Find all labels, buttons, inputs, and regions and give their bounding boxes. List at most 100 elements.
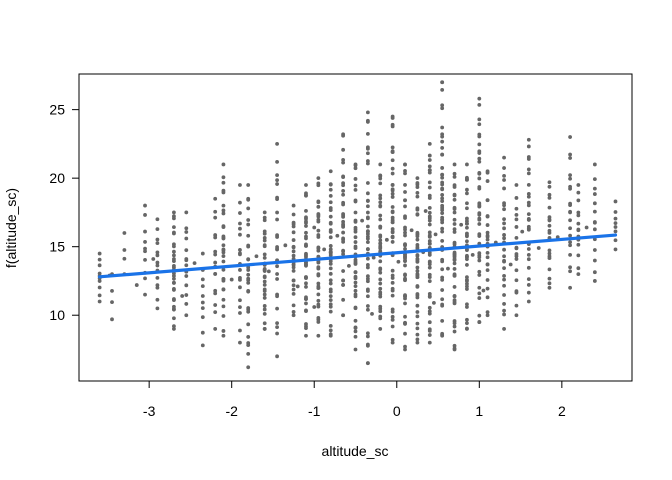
y-axis: 10 15 20 25 bbox=[49, 102, 80, 323]
data-point bbox=[427, 222, 432, 227]
data-point bbox=[485, 179, 490, 183]
data-point bbox=[427, 333, 432, 337]
data-point bbox=[316, 176, 321, 181]
data-point bbox=[403, 233, 407, 238]
data-point bbox=[390, 205, 395, 209]
data-point bbox=[365, 294, 370, 299]
data-point bbox=[122, 256, 127, 261]
data-point bbox=[415, 269, 420, 273]
data-point bbox=[238, 285, 242, 290]
data-point bbox=[440, 199, 445, 204]
data-point bbox=[465, 287, 469, 291]
data-point bbox=[514, 252, 519, 256]
data-point bbox=[477, 151, 482, 155]
data-point bbox=[221, 314, 226, 318]
data-point bbox=[316, 333, 321, 338]
data-point bbox=[155, 283, 160, 288]
data-point bbox=[568, 152, 572, 157]
points-layer bbox=[97, 80, 618, 370]
data-point bbox=[440, 211, 445, 216]
data-point bbox=[526, 171, 531, 176]
data-point bbox=[328, 220, 333, 225]
data-point bbox=[396, 259, 401, 264]
data-point bbox=[390, 145, 395, 150]
data-point bbox=[427, 214, 432, 219]
data-point bbox=[427, 168, 432, 173]
data-point bbox=[328, 266, 333, 271]
data-point bbox=[304, 295, 308, 300]
data-point bbox=[365, 198, 370, 203]
data-point bbox=[262, 279, 267, 284]
data-point bbox=[440, 218, 445, 222]
data-point bbox=[246, 341, 251, 345]
data-point bbox=[415, 332, 420, 337]
data-point bbox=[97, 251, 102, 256]
data-point bbox=[526, 277, 531, 281]
data-point bbox=[110, 317, 114, 322]
data-point bbox=[403, 242, 407, 247]
x-tick-label: -2 bbox=[225, 403, 238, 419]
data-point bbox=[353, 240, 358, 244]
data-point bbox=[304, 183, 308, 187]
data-point bbox=[390, 324, 395, 329]
data-point bbox=[353, 210, 358, 215]
data-point bbox=[328, 235, 333, 240]
data-point bbox=[328, 250, 333, 255]
data-point bbox=[213, 310, 218, 315]
data-point bbox=[526, 167, 531, 172]
data-point bbox=[477, 132, 482, 137]
data-point bbox=[200, 251, 205, 256]
data-point bbox=[390, 273, 395, 278]
data-point bbox=[378, 176, 383, 181]
data-point bbox=[341, 313, 346, 318]
data-point bbox=[312, 225, 317, 230]
data-point bbox=[568, 269, 572, 274]
data-point bbox=[378, 233, 383, 238]
data-point bbox=[353, 270, 358, 275]
data-point bbox=[353, 305, 358, 310]
data-point bbox=[440, 196, 445, 201]
data-point bbox=[526, 155, 531, 159]
data-point bbox=[403, 263, 407, 268]
data-point bbox=[427, 239, 432, 243]
data-point bbox=[221, 333, 226, 338]
data-point bbox=[172, 225, 176, 230]
data-point bbox=[440, 182, 445, 187]
data-point bbox=[262, 274, 267, 279]
data-point bbox=[477, 212, 482, 217]
data-point bbox=[526, 265, 531, 270]
y-tick-label: 15 bbox=[49, 239, 65, 255]
data-point bbox=[415, 257, 420, 262]
data-point bbox=[547, 184, 552, 189]
data-point bbox=[465, 263, 469, 267]
data-point bbox=[172, 286, 176, 291]
data-point bbox=[275, 217, 279, 222]
data-point bbox=[365, 131, 370, 136]
data-point bbox=[502, 327, 506, 331]
data-point bbox=[97, 257, 102, 262]
data-point bbox=[477, 102, 482, 107]
data-point bbox=[246, 280, 251, 285]
data-point bbox=[465, 225, 469, 230]
data-point bbox=[485, 237, 490, 242]
data-point bbox=[291, 291, 296, 296]
data-point bbox=[328, 294, 333, 299]
data-point bbox=[485, 223, 490, 227]
data-point bbox=[526, 144, 531, 149]
data-point bbox=[275, 178, 279, 183]
data-point bbox=[221, 235, 226, 240]
data-point bbox=[221, 329, 226, 333]
data-point bbox=[238, 226, 242, 231]
data-point bbox=[477, 216, 482, 221]
data-point bbox=[502, 283, 506, 288]
data-point bbox=[184, 302, 189, 306]
data-point bbox=[526, 227, 531, 232]
data-point bbox=[328, 214, 333, 219]
data-point bbox=[390, 286, 395, 291]
data-point bbox=[440, 288, 445, 292]
data-point bbox=[221, 287, 226, 292]
data-point bbox=[353, 284, 358, 289]
data-point bbox=[403, 273, 407, 278]
data-point bbox=[275, 233, 279, 238]
data-point bbox=[341, 249, 346, 254]
